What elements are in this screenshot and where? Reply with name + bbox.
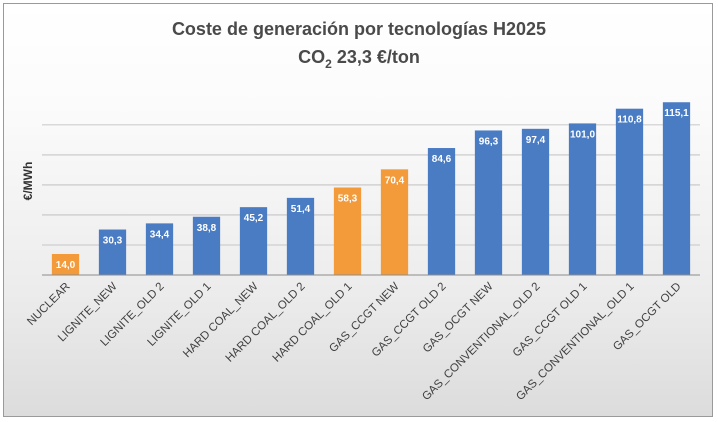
data-labels: 14,0 30,3 34,4 38,8 45,2 51,4 58,3 70,4 84,6 96,3…	[56, 108, 689, 271]
bar	[521, 128, 550, 275]
data-label: 38,8	[197, 223, 217, 234]
bar	[192, 216, 221, 275]
data-label: 101,0	[570, 129, 595, 140]
bar	[98, 229, 127, 275]
data-label: 30,3	[103, 236, 123, 247]
subtitle-rest: 23,3 €/ton	[332, 47, 420, 67]
bars	[51, 102, 691, 276]
x-tick-label: NUCLEAR	[25, 281, 72, 328]
data-label: 110,8	[617, 115, 642, 126]
bar	[239, 207, 268, 275]
bar	[662, 102, 691, 275]
bar	[145, 223, 174, 275]
data-label: 97,4	[526, 135, 546, 146]
data-label: 84,6	[432, 154, 452, 165]
data-label: 51,4	[291, 204, 311, 215]
y-axis-label: €/MWh	[21, 162, 35, 201]
bar	[615, 108, 644, 275]
bar	[427, 148, 456, 275]
chart-subtitle: CO2 23,3 €/ton	[298, 47, 420, 71]
bar	[380, 169, 409, 275]
subtitle-co: CO	[298, 47, 325, 67]
bar	[286, 197, 315, 275]
subtitle-subscript: 2	[325, 57, 332, 71]
data-label: 45,2	[244, 213, 264, 224]
chart-title: Coste de generación por tecnologías H202…	[172, 19, 546, 39]
x-tick-label: HARD COAL_OLD 1	[271, 281, 355, 365]
x-tick-label: HARD COAL_OLD 2	[224, 281, 308, 365]
bar	[333, 187, 362, 275]
data-label: 70,4	[385, 175, 405, 186]
gridlines	[42, 124, 700, 246]
data-label: 34,4	[150, 229, 170, 240]
bar	[568, 123, 597, 276]
data-label: 58,3	[338, 193, 358, 204]
data-label: 115,1	[664, 108, 689, 119]
data-label: 96,3	[479, 136, 499, 147]
data-label: 14,0	[56, 260, 76, 271]
bar	[51, 253, 80, 275]
bar	[474, 130, 503, 275]
